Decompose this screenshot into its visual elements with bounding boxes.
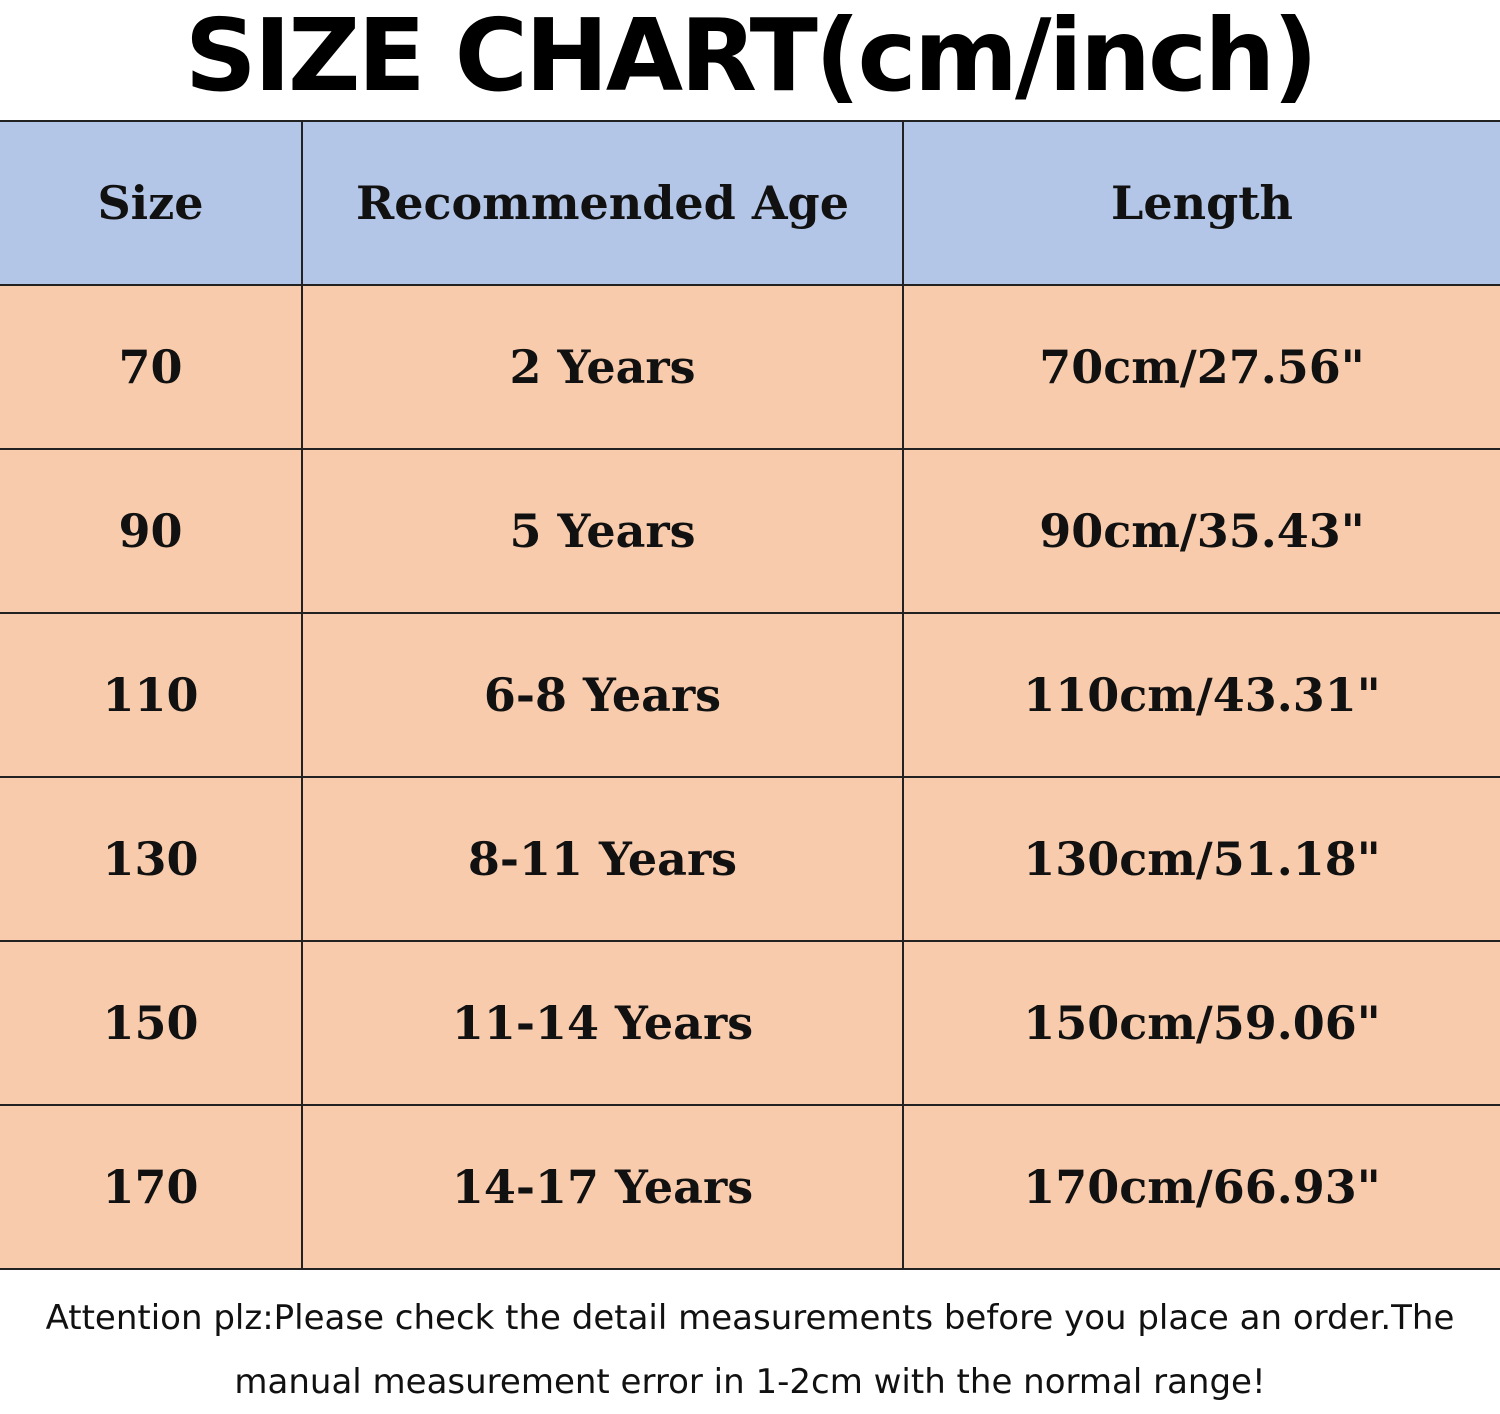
- attention-note: Attention plz:Please check the detail me…: [0, 1286, 1500, 1414]
- cell-length: 110cm/43.31": [902, 612, 1500, 778]
- page-title: SIZE CHART(cm/inch): [184, 0, 1318, 114]
- cell-age: 5 Years: [301, 448, 904, 614]
- table-header-row: Size Recommended Age Length: [0, 120, 1500, 286]
- note-line-1: Attention plz:Please check the detail me…: [45, 1298, 1455, 1338]
- cell-length: 170cm/66.93": [902, 1104, 1500, 1270]
- header-size: Size: [0, 120, 303, 286]
- table-row: 170 14-17 Years 170cm/66.93": [0, 1104, 1500, 1270]
- size-chart-table: Size Recommended Age Length 70 2 Years 70c…: [0, 120, 1500, 1270]
- cell-length: 90cm/35.43": [902, 448, 1500, 614]
- header-recommended-age: Recommended Age: [301, 120, 904, 286]
- cell-age: 2 Years: [301, 284, 904, 450]
- table-row: 90 5 Years 90cm/35.43": [0, 448, 1500, 614]
- table-row: 70 2 Years 70cm/27.56": [0, 284, 1500, 450]
- cell-age: 11-14 Years: [301, 940, 904, 1106]
- cell-size: 130: [0, 776, 303, 942]
- table-row: 150 11-14 Years 150cm/59.06": [0, 940, 1500, 1106]
- header-length: Length: [902, 120, 1500, 286]
- cell-size: 90: [0, 448, 303, 614]
- cell-length: 70cm/27.56": [902, 284, 1500, 450]
- cell-size: 110: [0, 612, 303, 778]
- cell-size: 70: [0, 284, 303, 450]
- cell-size: 150: [0, 940, 303, 1106]
- cell-age: 14-17 Years: [301, 1104, 904, 1270]
- cell-age: 6-8 Years: [301, 612, 904, 778]
- cell-size: 170: [0, 1104, 303, 1270]
- cell-length: 150cm/59.06": [902, 940, 1500, 1106]
- note-line-2: manual measurement error in 1-2cm with t…: [234, 1362, 1266, 1402]
- table-row: 130 8-11 Years 130cm/51.18": [0, 776, 1500, 942]
- cell-age: 8-11 Years: [301, 776, 904, 942]
- table-row: 110 6-8 Years 110cm/43.31": [0, 612, 1500, 778]
- cell-length: 130cm/51.18": [902, 776, 1500, 942]
